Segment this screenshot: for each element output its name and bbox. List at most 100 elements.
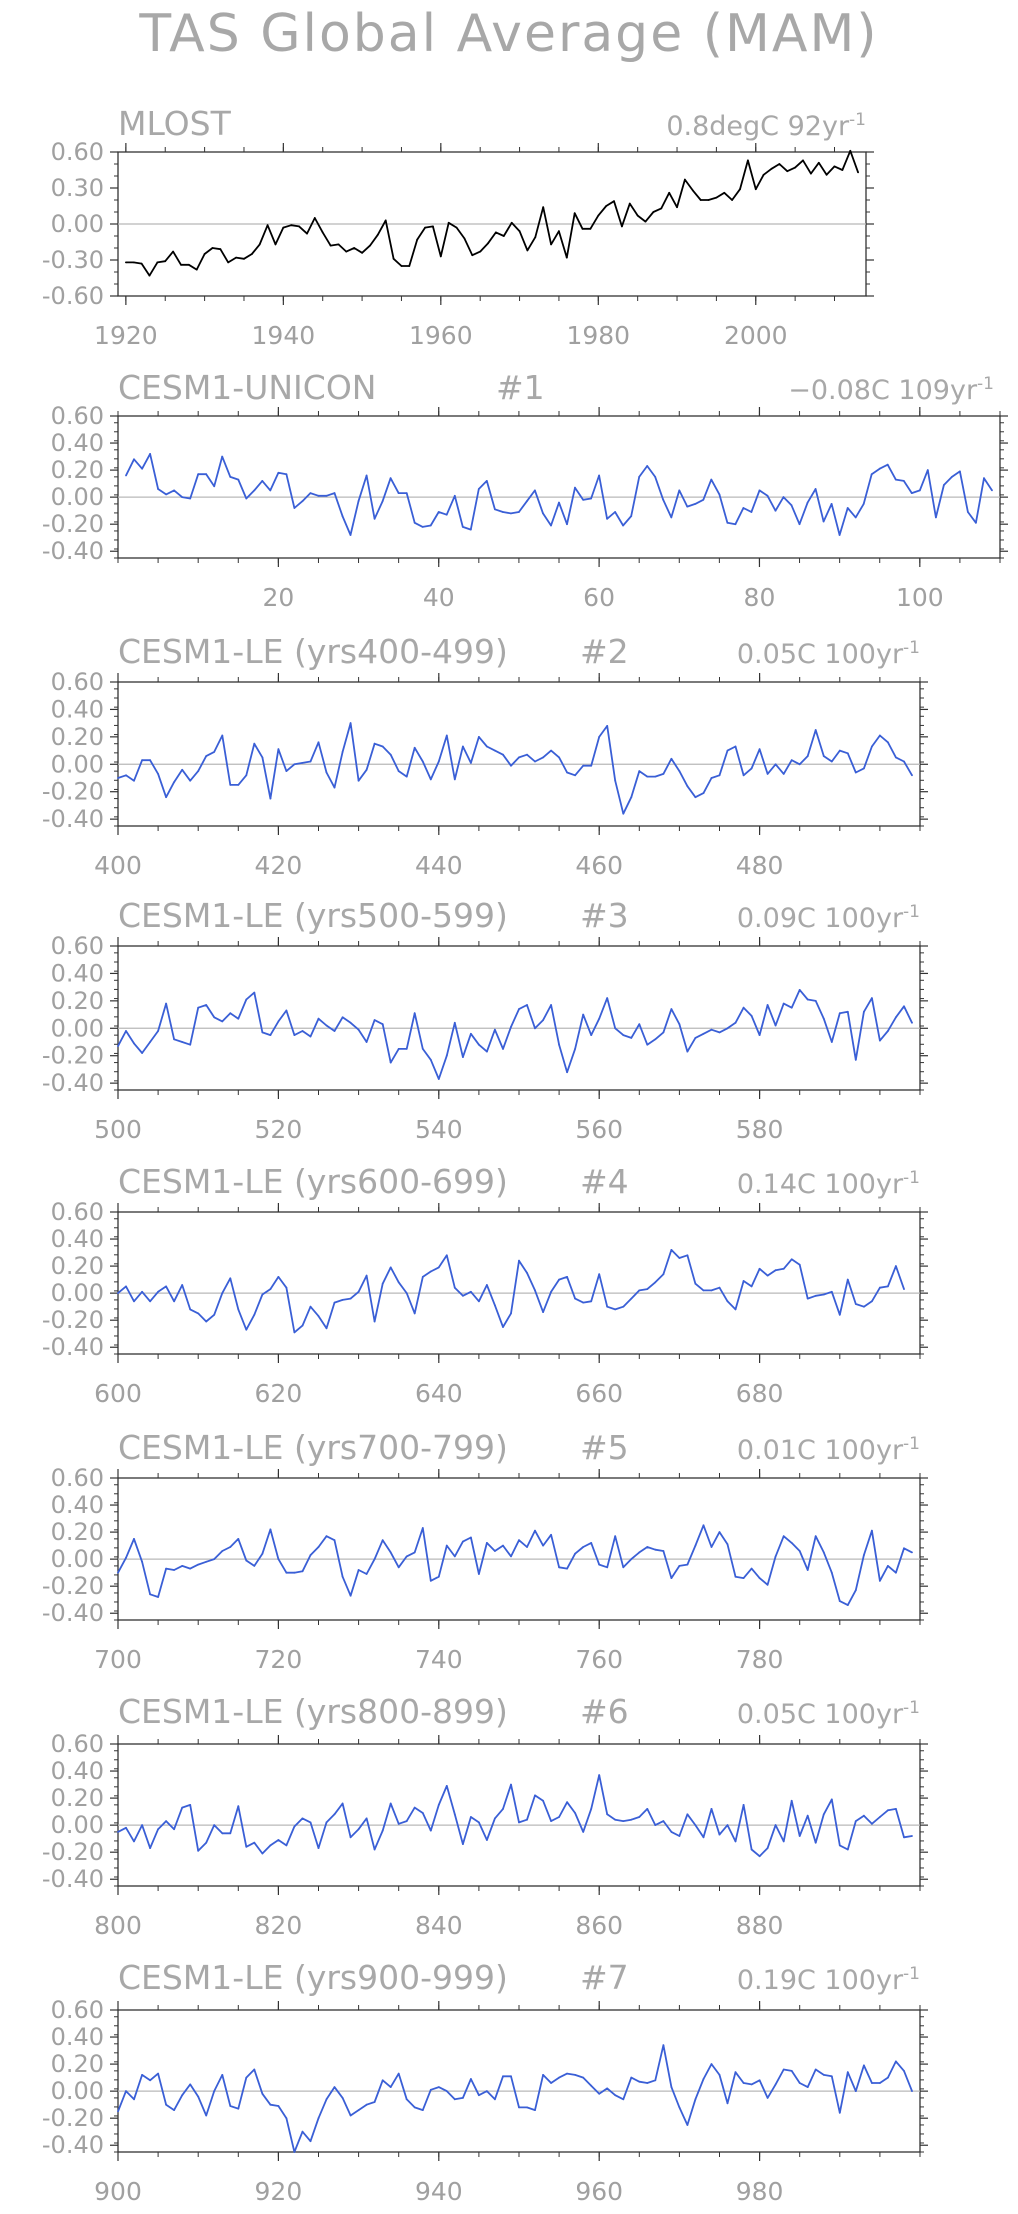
data-point <box>863 1010 865 1013</box>
panel-trend-annotation: 0.01C 100yr-1 <box>737 1434 920 1466</box>
data-point <box>494 2098 496 2101</box>
data-point <box>429 1579 432 1582</box>
data-point <box>798 1835 801 1837</box>
data-point <box>951 476 953 478</box>
data-point <box>622 524 624 527</box>
data-point <box>699 199 702 201</box>
data-point <box>253 742 256 745</box>
data-point <box>590 1808 593 1810</box>
y-tick-label: -0.40 <box>42 537 104 565</box>
data-point <box>429 2088 432 2091</box>
panel-member-number: #3 <box>580 896 629 935</box>
data-point <box>227 261 230 264</box>
data-point <box>726 1027 729 1030</box>
data-point <box>606 725 609 727</box>
data-point <box>237 478 240 481</box>
data-point <box>333 1030 336 1032</box>
figure-title: TAS Global Average (MAM) <box>139 4 879 64</box>
data-point <box>205 1841 208 1844</box>
data-point <box>622 1820 625 1822</box>
data-point <box>261 1852 264 1855</box>
data-point <box>903 1836 905 1839</box>
y-tick-label: -0.30 <box>42 246 104 274</box>
data-point <box>416 238 419 241</box>
data-point <box>470 762 472 764</box>
data-point <box>726 1300 729 1303</box>
y-tick-label: -0.20 <box>42 510 104 538</box>
data-point <box>349 1594 352 1597</box>
data-point <box>389 477 392 480</box>
data-point <box>662 1550 665 1552</box>
data-point <box>437 2086 440 2089</box>
data-point <box>718 774 721 777</box>
x-tick-label: 440 <box>415 851 463 880</box>
data-point <box>309 492 312 494</box>
data-point <box>710 1546 713 1548</box>
data-point <box>747 159 749 162</box>
x-tick-label: 600 <box>94 1379 142 1408</box>
data-point <box>317 1017 320 1020</box>
data-point <box>718 1531 721 1533</box>
data-point <box>213 751 216 753</box>
data-point <box>758 1034 761 1036</box>
data-point <box>550 1533 552 1536</box>
data-point <box>369 244 371 247</box>
data-point <box>253 1565 256 1567</box>
y-tick-label: -0.60 <box>42 282 104 310</box>
data-point <box>606 1305 609 1308</box>
data-point <box>830 760 833 763</box>
data-point <box>325 771 328 774</box>
data-point <box>565 256 568 259</box>
data-point <box>165 796 168 799</box>
data-point <box>790 2070 793 2072</box>
data-point <box>381 2079 384 2082</box>
data-point <box>510 1312 512 1315</box>
data-point <box>879 734 881 737</box>
y-tick-label: -0.20 <box>42 778 104 806</box>
data-point <box>841 169 844 171</box>
data-point <box>630 2076 633 2079</box>
data-point <box>598 474 600 477</box>
data-point <box>421 1276 424 1278</box>
data-point <box>814 1294 817 1297</box>
data-point <box>742 1577 745 1579</box>
x-tick-label: 480 <box>736 851 784 880</box>
panel-member-number: #1 <box>496 368 545 407</box>
data-point <box>782 496 785 498</box>
x-tick-label: 500 <box>94 1115 142 1144</box>
data-point <box>313 217 316 219</box>
data-point <box>397 1566 400 1569</box>
data-point <box>854 1058 857 1061</box>
trend-exponent: -1 <box>903 1168 920 1188</box>
data-point <box>887 2076 889 2079</box>
data-point <box>798 523 801 526</box>
data-point <box>646 1546 649 1548</box>
x-tick-label: 540 <box>415 1115 463 1144</box>
data-point <box>622 1566 625 1569</box>
data-point <box>429 778 432 781</box>
data-point <box>333 492 336 494</box>
x-tick-label: 700 <box>94 1645 142 1674</box>
data-point <box>141 467 144 470</box>
data-point <box>478 1043 480 1046</box>
data-point <box>405 1555 408 1558</box>
data-point <box>622 1305 625 1308</box>
data-point <box>277 1020 280 1023</box>
data-point <box>141 1052 144 1054</box>
panel-title: CESM1-LE (yrs600-699) <box>118 1162 508 1201</box>
data-point <box>903 1005 905 1008</box>
data-point <box>878 467 881 470</box>
x-tick-label: 40 <box>423 583 455 612</box>
data-point <box>510 1555 512 1558</box>
data-point <box>574 2074 576 2076</box>
data-point <box>188 263 190 266</box>
panel-member-number: #7 <box>580 1958 629 1997</box>
data-point <box>117 1292 119 1294</box>
trend-exponent: -1 <box>903 638 920 658</box>
data-point <box>630 1297 633 1300</box>
data-point <box>766 1004 769 1006</box>
data-point <box>550 1004 552 1006</box>
data-point <box>766 1583 769 1586</box>
data-point <box>550 1290 552 1293</box>
data-point <box>983 477 985 480</box>
